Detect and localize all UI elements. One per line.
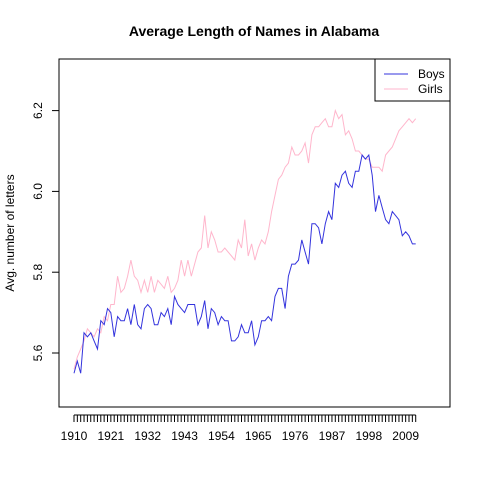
y-axis: 5.6 5.8 6.0 6.2 xyxy=(31,102,60,361)
x-tick-label: 1932 xyxy=(134,429,161,443)
x-tick-label: 1976 xyxy=(282,429,309,443)
plot-frame xyxy=(58,58,451,408)
y-axis-label: Avg. number of letters xyxy=(3,174,17,291)
legend-label-boys: Boys xyxy=(418,67,445,81)
y-tick-label: 5.6 xyxy=(31,344,45,361)
y-tick-label: 6.2 xyxy=(31,102,45,119)
x-tick-label: 1943 xyxy=(171,429,198,443)
y-tick-label: 6.0 xyxy=(31,183,45,200)
chart-title: Average Length of Names in Alabama xyxy=(129,23,379,39)
y-tick-label: 5.8 xyxy=(31,264,45,281)
x-tick-label: 2009 xyxy=(392,429,419,443)
legend-box xyxy=(374,58,451,102)
x-tick-label: 1910 xyxy=(61,429,88,443)
series-line-boys xyxy=(73,153,416,374)
x-tick-label: 1987 xyxy=(319,429,346,443)
x-tick-label: 1965 xyxy=(245,429,272,443)
x-tick-label: 1998 xyxy=(355,429,382,443)
series-line-girls xyxy=(73,108,417,370)
x-tick-label: 1954 xyxy=(208,429,235,443)
legend-label-girls: Girls xyxy=(418,82,443,96)
x-tick-label: 1921 xyxy=(97,429,124,443)
x-axis: 1910 1921 1932 1943 1954 1965 1976 1987 1998 2009 xyxy=(61,414,419,443)
